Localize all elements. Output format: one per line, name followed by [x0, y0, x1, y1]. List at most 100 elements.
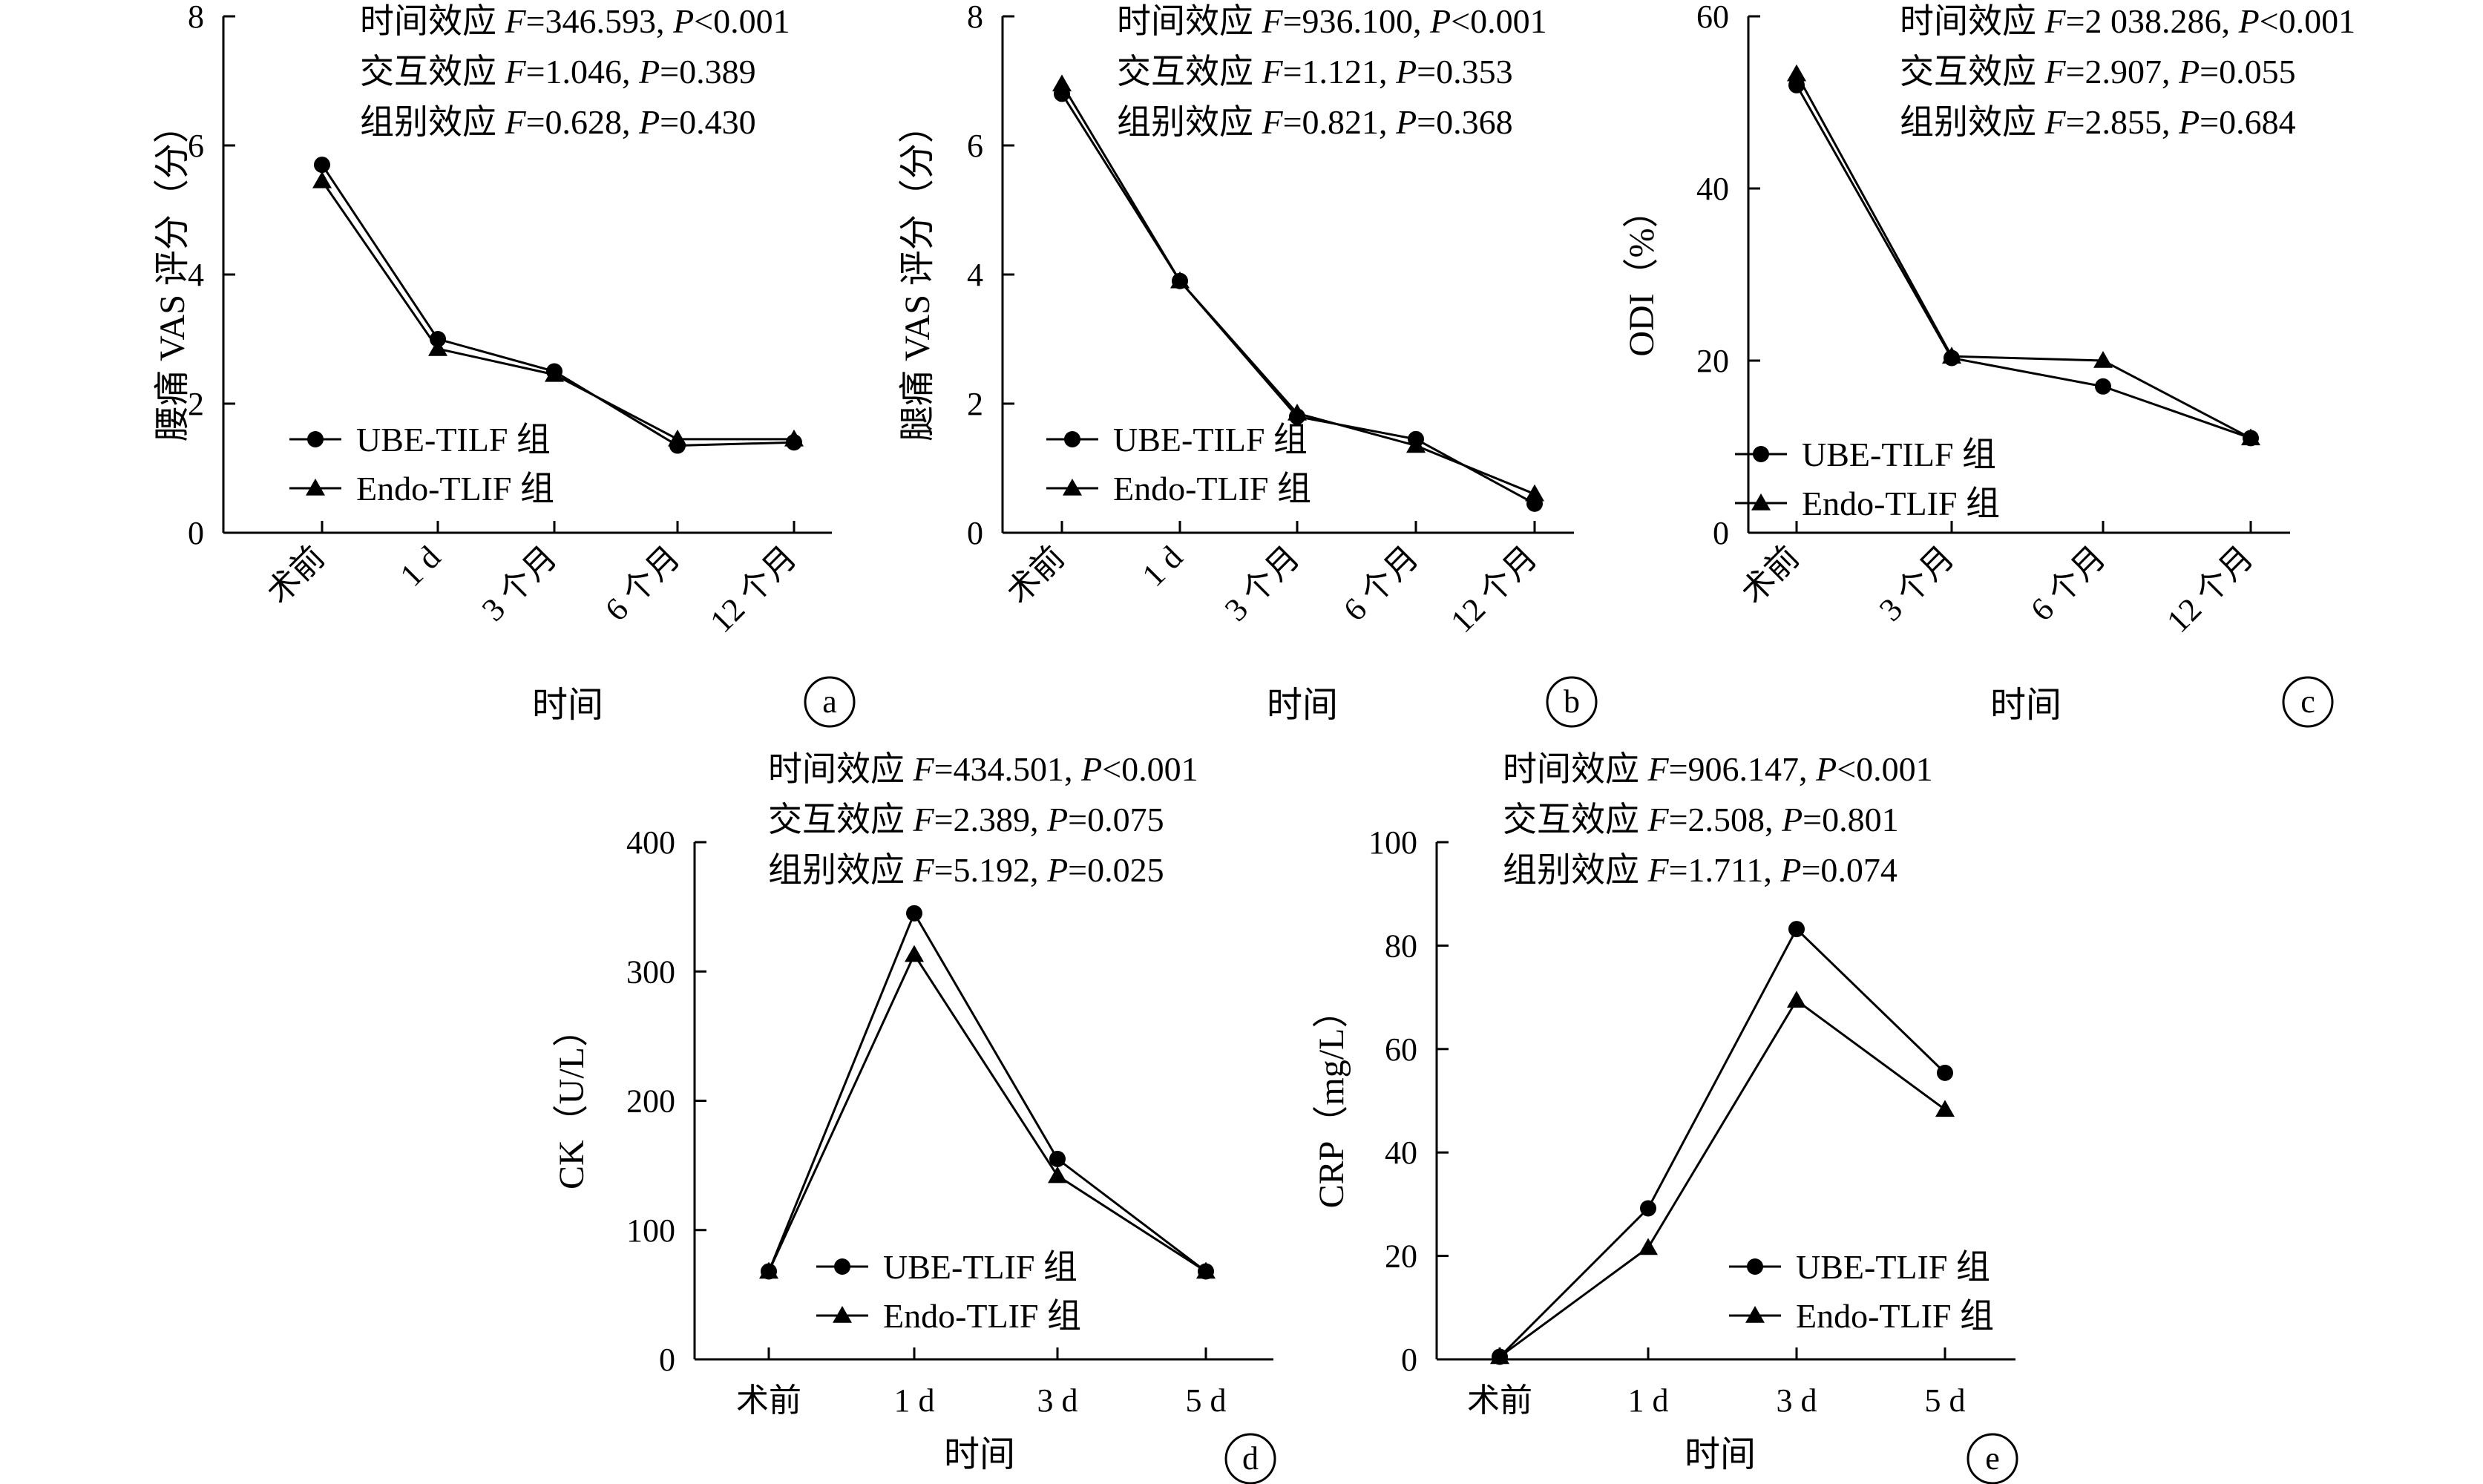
data-point-triangle	[428, 339, 447, 356]
y-tick-label: 20	[1696, 343, 1729, 379]
series-line-ube	[321, 164, 795, 447]
stat-line: 时间效应 F=346.593, P<0.001	[360, 2, 790, 40]
y-tick-label: 0	[967, 515, 983, 551]
series-line-endo	[1499, 999, 1946, 1358]
y-tick-label: 400	[626, 824, 675, 861]
legend-label: Endo-TLIF 组	[1113, 470, 1311, 508]
x-tick-label: 5 d	[1186, 1382, 1227, 1419]
data-point-circle	[1049, 1150, 1066, 1167]
x-tick-label: 术前	[1467, 1382, 1532, 1419]
data-point-circle	[1937, 1064, 1953, 1081]
x-tick-label: 6 个月	[2024, 539, 2113, 628]
data-point-circle	[1788, 921, 1805, 938]
panel-letter-circle	[2282, 676, 2334, 728]
x-tick-label: 术前	[1734, 539, 1806, 611]
stat-line: 组别效应 F=2.855, P=0.684	[1900, 103, 2296, 141]
legend-marker-circle	[307, 431, 324, 447]
legend-marker-triangle	[1745, 1306, 1765, 1323]
legend-label: UBE-TILF 组	[1802, 436, 1996, 473]
legend-label: Endo-TLIF 组	[356, 470, 554, 508]
y-tick-label: 20	[1385, 1238, 1417, 1275]
data-point-triangle	[312, 171, 332, 188]
x-axis-title: 时间	[1990, 686, 2061, 725]
data-point-triangle	[1942, 347, 1961, 364]
legend-marker-circle	[1747, 1258, 1763, 1275]
panel-e: 0 20 40 60 80 100 术前 1 d 3 d 5 d 时间 CRP（mg/L） 时间效应 F…	[1312, 750, 2018, 1484]
y-axis-title: 腰痛 VAS 评分（分）	[153, 108, 192, 441]
data-point-triangle	[905, 945, 924, 962]
data-point-triangle	[1048, 1166, 1067, 1183]
y-axis-title: CRP（mg/L）	[1312, 993, 1351, 1209]
x-tick-label: 术前	[736, 1382, 801, 1419]
x-axis-title: 时间	[532, 686, 603, 725]
series-line-ube	[1795, 85, 2251, 439]
y-tick-label: 60	[1385, 1031, 1417, 1068]
y-tick-label: 40	[1385, 1135, 1417, 1171]
series-line-ube	[1498, 927, 1946, 1358]
y-tick-label: 300	[626, 953, 675, 990]
stat-line: 组别效应 F=0.628, P=0.430	[360, 103, 756, 141]
x-tick-label: 12 个月	[2159, 539, 2260, 640]
y-axis-title: 腿痛 VAS 评分（分）	[898, 108, 937, 441]
stat-line: 交互效应 F=1.046, P=0.389	[360, 53, 756, 91]
panel-letter: e	[1985, 1440, 2000, 1477]
y-axis-title: CK（U/L）	[552, 1011, 591, 1189]
x-tick-label: 3 个月	[1218, 539, 1307, 628]
y-tick-label: 100	[1368, 824, 1417, 861]
data-point-triangle	[1787, 64, 1806, 82]
series-line-endo	[321, 180, 794, 441]
x-tick-label: 术前	[260, 539, 332, 611]
legend-label: Endo-TLIF 组	[1796, 1297, 1994, 1335]
series-line-endo	[767, 952, 1207, 1273]
legend-marker-circle	[834, 1258, 850, 1275]
stat-line: 交互效应 F=2.907, P=0.055	[1900, 53, 2296, 91]
y-tick-label: 100	[626, 1212, 675, 1249]
legend-marker-triangle	[1751, 493, 1771, 510]
stat-line: 交互效应 F=1.121, P=0.353	[1117, 53, 1513, 91]
y-tick-label: 4	[967, 257, 983, 293]
legend-label: Endo-TLIF 组	[1802, 485, 2000, 522]
data-point-triangle	[759, 1261, 778, 1279]
stat-line: 组别效应 F=0.821, P=0.368	[1117, 103, 1513, 141]
legend-marker-triangle	[306, 479, 325, 496]
data-point-triangle	[2241, 428, 2260, 446]
x-axis-title: 时间	[944, 1435, 1015, 1474]
data-point-circle	[906, 904, 922, 922]
x-axis-title: 时间	[1267, 686, 1338, 725]
x-tick-label: 12 个月	[1443, 539, 1544, 640]
panel-letter: a	[822, 683, 837, 720]
x-tick-label: 1 d	[1628, 1382, 1669, 1419]
data-point-circle	[314, 157, 330, 174]
legend-label: UBE-TILF 组	[356, 421, 551, 459]
stat-line: 时间效应 F=906.147, P<0.001	[1503, 750, 1933, 788]
stat-line: 时间效应 F=936.100, P<0.001	[1117, 2, 1547, 40]
data-point-triangle	[1490, 1347, 1509, 1365]
y-axis-title: ODI（%）	[1622, 192, 1662, 356]
x-tick-label: 3 个月	[1872, 539, 1961, 628]
data-point-triangle	[1787, 991, 1806, 1008]
panel-letter: d	[1242, 1440, 1259, 1477]
legend-marker-circle	[1753, 446, 1769, 462]
data-point-triangle	[1052, 74, 1072, 92]
data-point-circle	[2095, 378, 2111, 395]
data-point-triangle	[1525, 484, 1544, 502]
x-tick-label: 12 个月	[703, 539, 804, 640]
y-tick-label: 60	[1696, 0, 1729, 35]
series-line-endo	[1795, 73, 2251, 439]
x-axis-title: 时间	[1685, 1435, 1756, 1474]
legend-label: Endo-TLIF 组	[883, 1297, 1081, 1335]
series-line-ube	[767, 910, 1207, 1273]
stat-line: 组别效应 F=1.711, P=0.074	[1503, 851, 1897, 889]
legend-label: UBE-TILF 组	[1113, 421, 1308, 459]
x-tick-label: 6 个月	[598, 539, 687, 628]
y-tick-label: 2	[967, 386, 983, 422]
x-tick-label: 1 d	[894, 1382, 935, 1419]
x-tick-label: 术前	[1000, 539, 1072, 611]
stat-line: 组别效应 F=5.192, P=0.025	[768, 851, 1164, 889]
stat-line: 时间效应 F=2 038.286, P<0.001	[1900, 2, 2355, 40]
x-tick-label: 1 d	[1135, 539, 1190, 594]
